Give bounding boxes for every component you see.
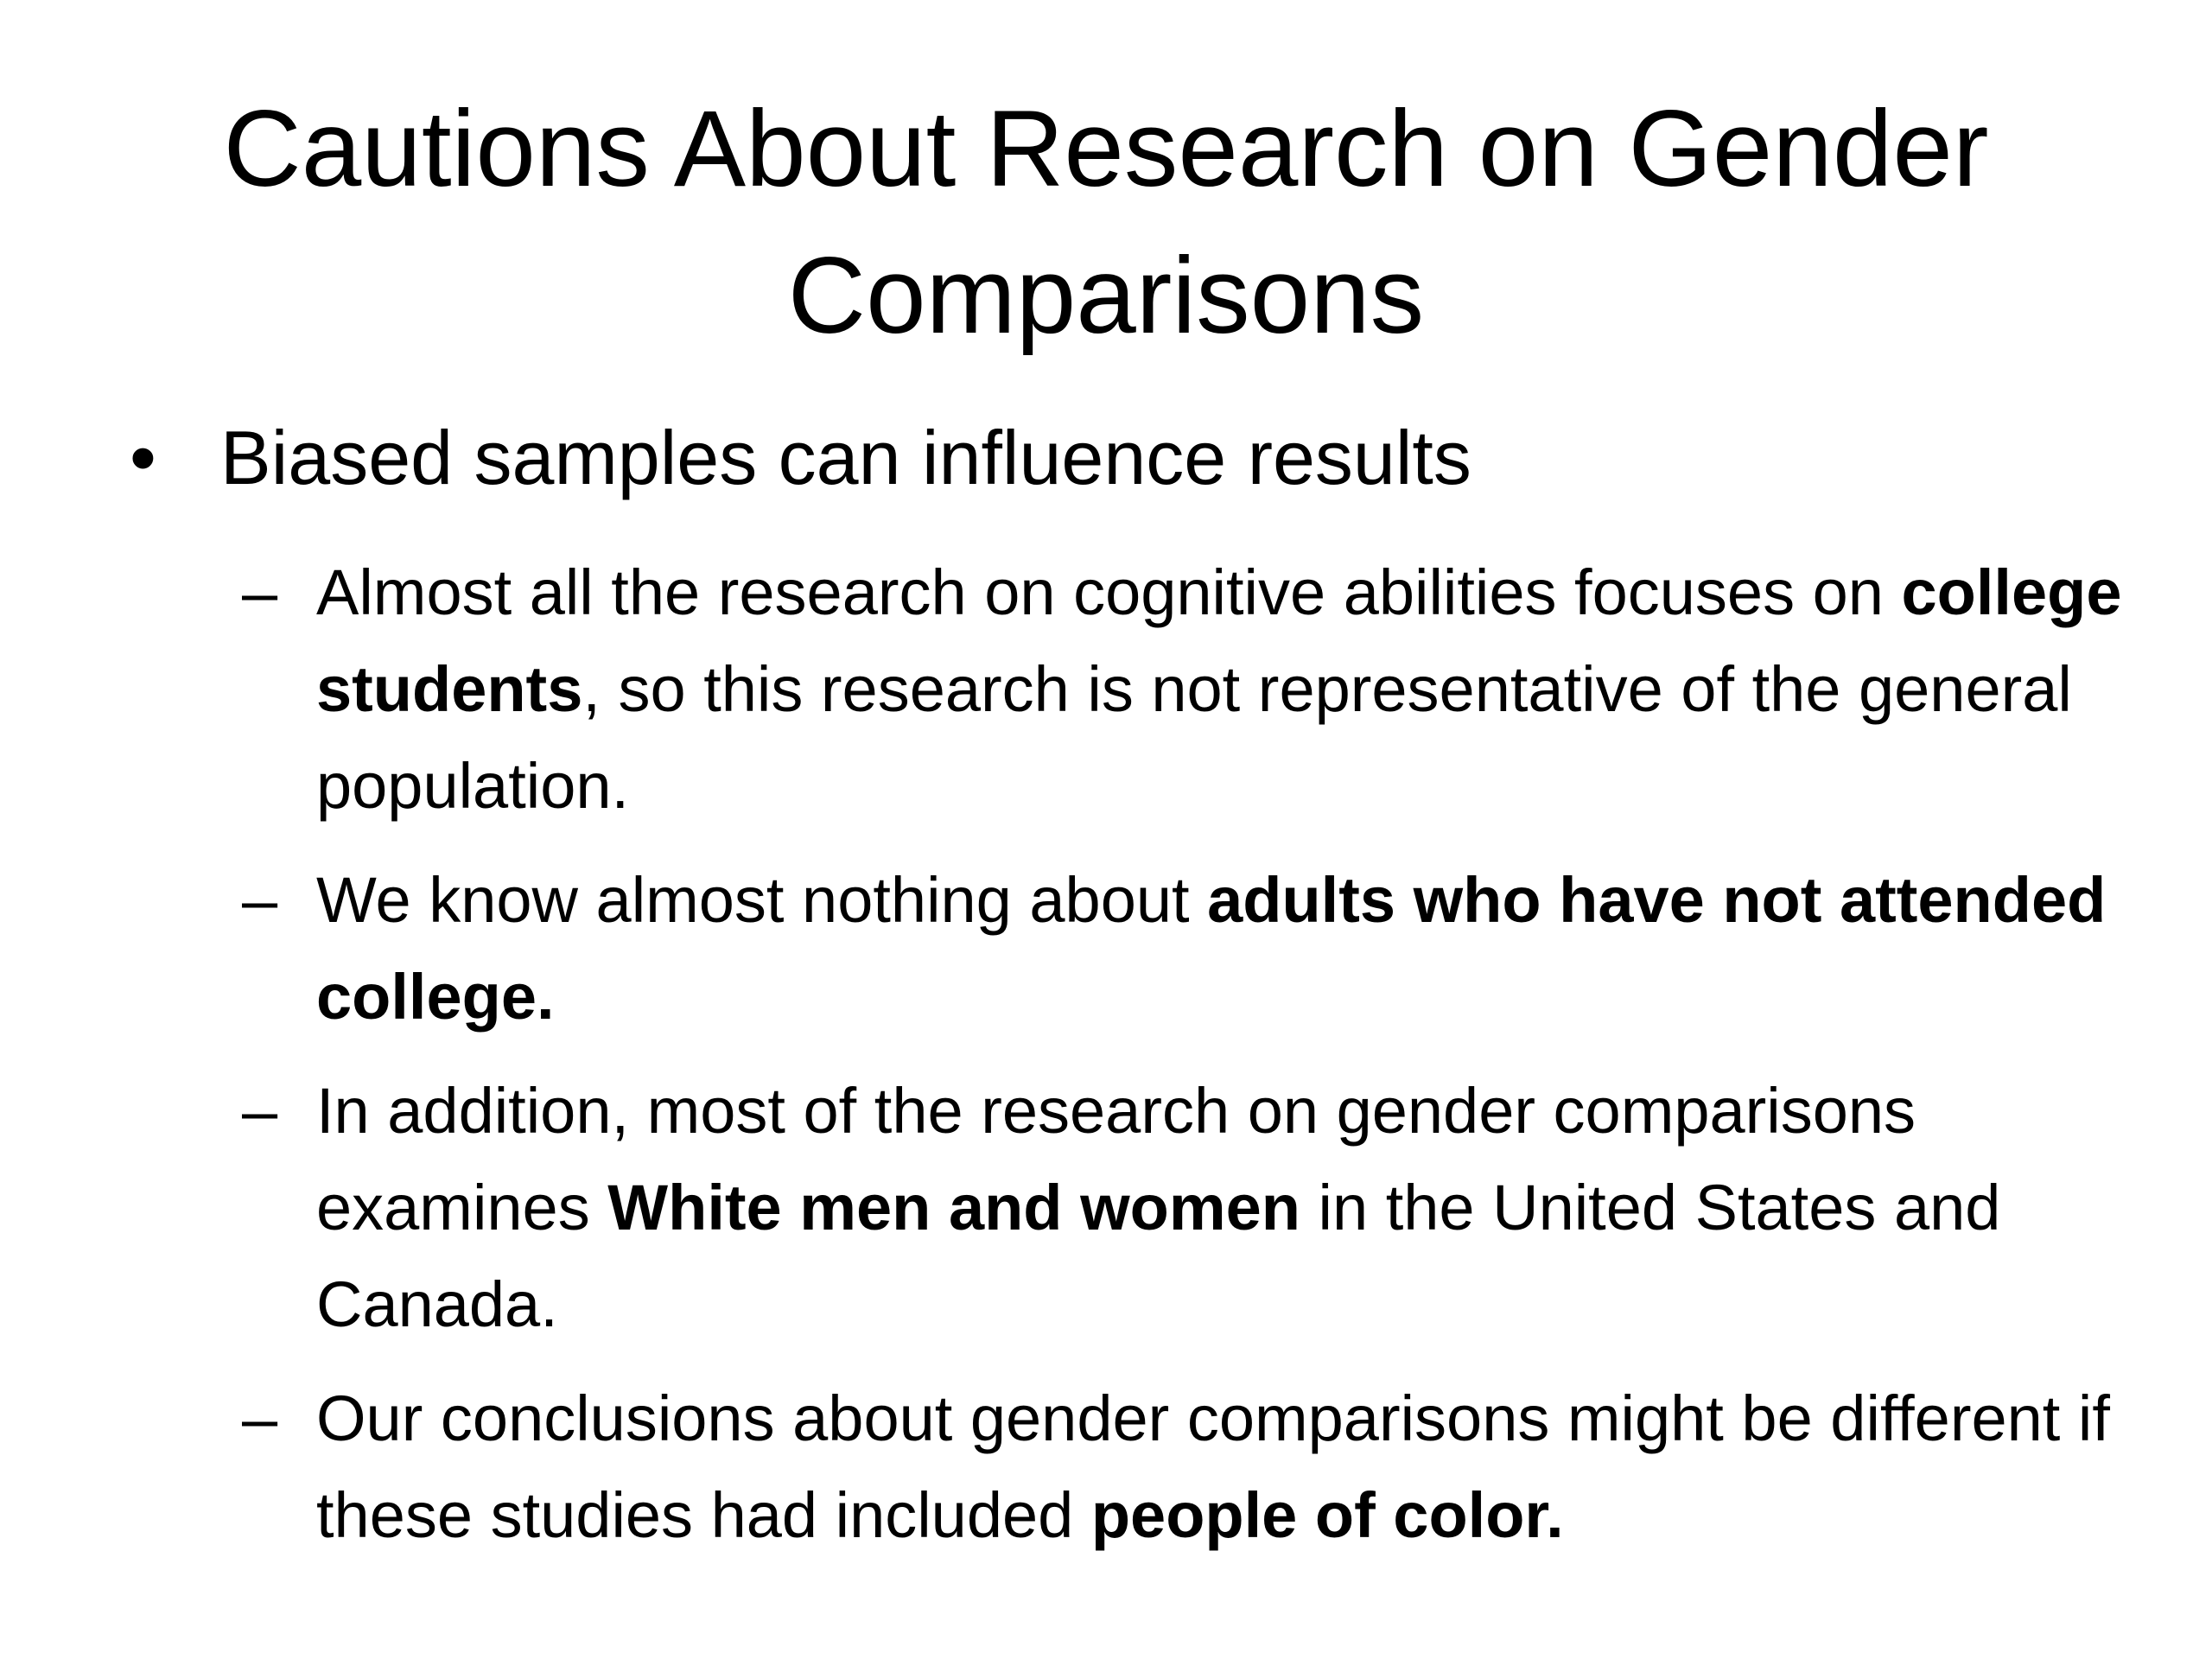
sub-bullet-text: Almost all the research on cognitive abi… xyxy=(316,544,2160,835)
dash-marker: – xyxy=(242,556,278,628)
bold-text-run: people of color. xyxy=(1090,1479,1564,1551)
sub-bullet-list: – Almost all the research on cognitive a… xyxy=(242,544,2160,1581)
title-line-1: Cautions About Research on Gender xyxy=(223,89,1989,209)
slide-title: Cautions About Research on Gender Compar… xyxy=(156,76,2056,370)
dash-marker: – xyxy=(242,864,278,936)
sub-bullet-item-2: – We know almost nothing about adults wh… xyxy=(242,852,2160,1046)
bold-text-run: White men and women xyxy=(607,1172,1300,1243)
sub-bullet-item-3: – In addition, most of the research on g… xyxy=(242,1063,2160,1353)
sub-bullet-text: Our conclusions about gender comparisons… xyxy=(316,1370,2160,1564)
main-bullet: • Biased samples can influence results xyxy=(130,406,2117,510)
bold-text-run: college students xyxy=(316,556,2122,725)
sub-bullet-text: We know almost nothing about adults who … xyxy=(316,852,2160,1046)
text-run: Our conclusions about gender comparisons… xyxy=(316,1382,2110,1551)
sub-bullet-item-1: – Almost all the research on cognitive a… xyxy=(242,544,2160,835)
title-line-2: Comparisons xyxy=(787,236,1425,356)
text-run: In addition, most of the research on gen… xyxy=(316,1075,1916,1243)
text-run: , so this research is not representative… xyxy=(316,653,2072,822)
sub-bullet-item-4: – Our conclusions about gender compariso… xyxy=(242,1370,2160,1564)
dash-marker: – xyxy=(242,1075,278,1147)
sub-bullet-text: In addition, most of the research on gen… xyxy=(316,1063,2160,1353)
bullet-text: Biased samples can influence results xyxy=(220,415,1471,500)
bullet-marker: • xyxy=(130,415,156,500)
text-run: in the United States and Canada. xyxy=(316,1172,2001,1340)
bold-text-run: adults who have not attended college. xyxy=(316,864,2107,1033)
text-run: Almost all the research on cognitive abi… xyxy=(316,556,1902,628)
dash-marker: – xyxy=(242,1382,278,1454)
text-run: We know almost nothing about xyxy=(316,864,1208,936)
